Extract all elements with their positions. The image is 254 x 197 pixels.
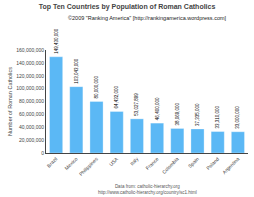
svg-text:100,000,000: 100,000,000 <box>16 85 44 91</box>
svg-text:Top Ten Countries by Populatio: Top Ten Countries by Population of Roman… <box>39 3 216 11</box>
svg-text:60,000,000: 60,000,000 <box>19 111 44 117</box>
svg-text:80,000,000: 80,000,000 <box>19 98 44 104</box>
svg-text:33,310,000: 33,310,000 <box>215 106 220 129</box>
svg-text:USA: USA <box>108 155 120 167</box>
svg-text:103,043,000: 103,043,000 <box>74 58 79 84</box>
svg-text:Philippines: Philippines <box>78 155 100 177</box>
svg-text:64,432,000: 64,432,000 <box>114 86 119 109</box>
svg-text:Mexico: Mexico <box>63 156 79 172</box>
svg-text:46,400,000: 46,400,000 <box>155 97 160 120</box>
svg-text:Argentina: Argentina <box>221 156 241 176</box>
svg-text:160,000,000: 160,000,000 <box>16 47 44 53</box>
svg-text:33,000,000: 33,000,000 <box>235 106 240 129</box>
svg-text:Italy: Italy <box>129 155 140 166</box>
svg-text:120,000,000: 120,000,000 <box>16 73 44 79</box>
svg-text:France: France <box>144 156 159 171</box>
svg-text:140,000,000: 140,000,000 <box>16 60 44 66</box>
svg-text:Number of Roman Catholics: Number of Roman Catholics <box>7 67 13 136</box>
svg-text:80,000,000: 80,000,000 <box>94 75 99 98</box>
svg-text:149,430,000: 149,430,000 <box>54 28 59 54</box>
svg-text:40,000,000: 40,000,000 <box>19 124 44 130</box>
svg-text:Poland: Poland <box>205 156 220 171</box>
svg-text:Colombia: Colombia <box>161 156 180 175</box>
svg-text:20,000,000: 20,000,000 <box>19 137 44 143</box>
svg-text:Data from: catholic-hierarchy.: Data from: catholic-hierarchy.orghttp://… <box>98 184 197 195</box>
svg-text:©2009 "Ranking America" [http:: ©2009 "Ranking America" [http://rankinga… <box>68 15 227 21</box>
svg-text:Brazil: Brazil <box>45 156 58 169</box>
svg-text:38,069,000: 38,069,000 <box>175 102 180 125</box>
svg-text:37,335,000: 37,335,000 <box>195 103 200 126</box>
svg-text:Spain: Spain <box>187 156 200 169</box>
svg-text:53,027,899: 53,027,899 <box>134 93 139 116</box>
svg-text:0: 0 <box>41 150 44 156</box>
